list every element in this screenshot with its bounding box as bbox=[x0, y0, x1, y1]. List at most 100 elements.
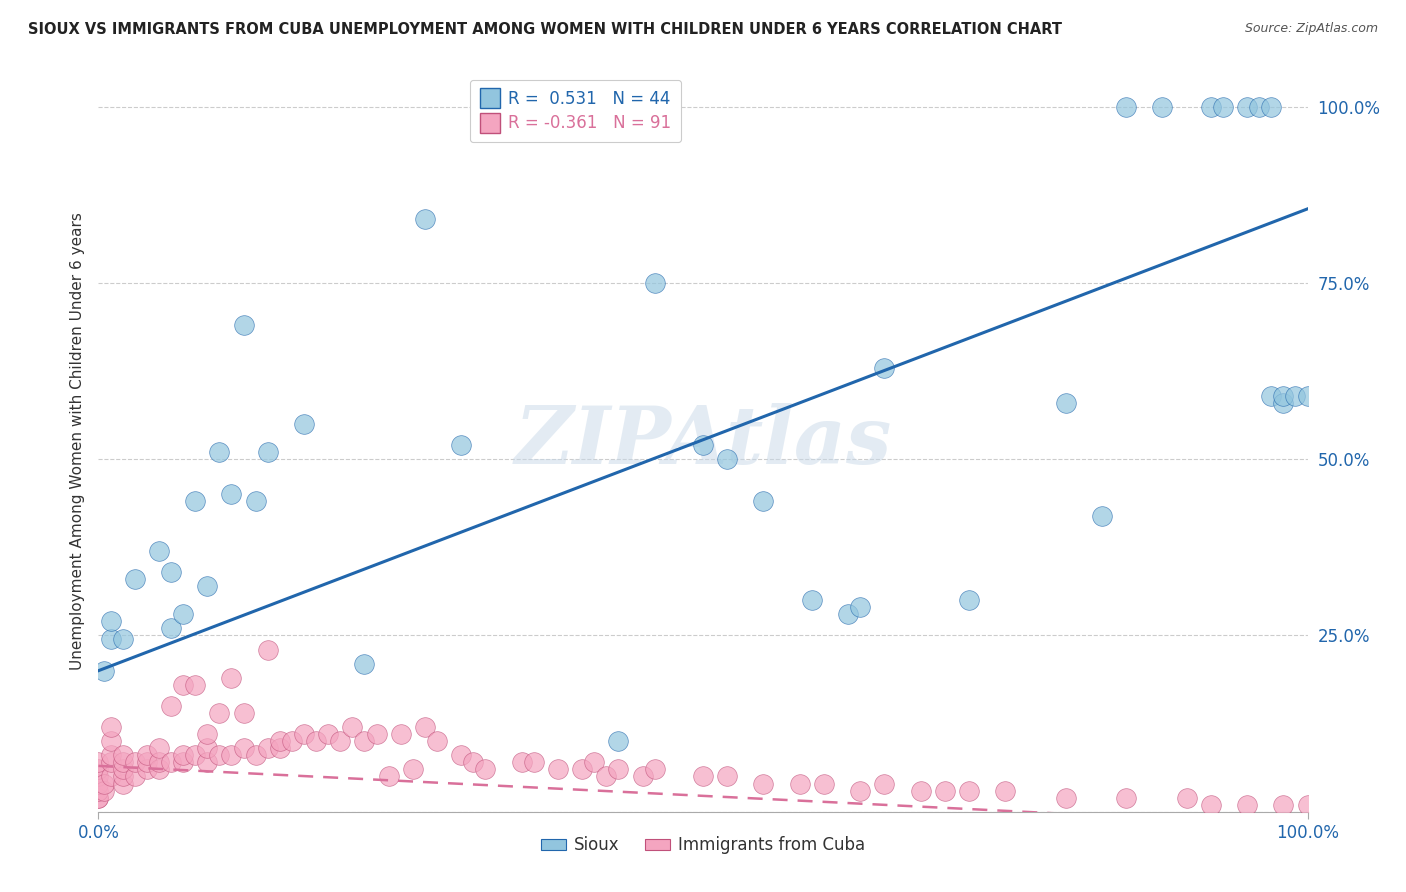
Point bbox=[957, 783, 980, 797]
Point bbox=[1236, 797, 1258, 812]
Point bbox=[195, 756, 218, 770]
Point bbox=[184, 748, 207, 763]
Point bbox=[523, 756, 546, 770]
Point bbox=[1272, 389, 1295, 403]
Point bbox=[402, 763, 425, 777]
Point bbox=[245, 494, 267, 508]
Point bbox=[124, 769, 146, 783]
Point bbox=[510, 756, 533, 770]
Point bbox=[87, 790, 110, 805]
Point bbox=[849, 600, 872, 615]
Point bbox=[353, 734, 375, 748]
Point bbox=[111, 763, 134, 777]
Point bbox=[195, 579, 218, 593]
Point bbox=[208, 748, 231, 763]
Point bbox=[256, 741, 278, 756]
Point bbox=[873, 360, 896, 375]
Point bbox=[1296, 797, 1319, 812]
Point bbox=[595, 769, 617, 783]
Point bbox=[87, 769, 110, 783]
Point bbox=[450, 748, 472, 763]
Point bbox=[160, 756, 183, 770]
Point bbox=[1054, 396, 1077, 410]
Point bbox=[1199, 100, 1222, 114]
Point bbox=[124, 572, 146, 586]
Point bbox=[111, 756, 134, 770]
Point bbox=[692, 769, 714, 783]
Point bbox=[148, 741, 170, 756]
Point bbox=[644, 763, 666, 777]
Point bbox=[100, 769, 122, 783]
Point bbox=[1175, 790, 1198, 805]
Point bbox=[800, 593, 823, 607]
Point bbox=[208, 445, 231, 459]
Point bbox=[160, 698, 183, 713]
Point bbox=[547, 763, 569, 777]
Point bbox=[256, 642, 278, 657]
Point bbox=[195, 741, 218, 756]
Point bbox=[342, 720, 364, 734]
Point bbox=[245, 748, 267, 763]
Point bbox=[1115, 790, 1137, 805]
Point bbox=[1212, 100, 1234, 114]
Legend: Sioux, Immigrants from Cuba: Sioux, Immigrants from Cuba bbox=[533, 828, 873, 863]
Point bbox=[221, 487, 243, 501]
Point bbox=[305, 734, 328, 748]
Point bbox=[135, 756, 157, 770]
Point bbox=[256, 445, 278, 459]
Point bbox=[316, 727, 339, 741]
Point bbox=[100, 615, 122, 629]
Point bbox=[232, 706, 254, 720]
Point bbox=[221, 748, 243, 763]
Point bbox=[87, 783, 110, 797]
Point bbox=[789, 776, 811, 790]
Text: SIOUX VS IMMIGRANTS FROM CUBA UNEMPLOYMENT AMONG WOMEN WITH CHILDREN UNDER 6 YEA: SIOUX VS IMMIGRANTS FROM CUBA UNEMPLOYME… bbox=[28, 22, 1062, 37]
Point bbox=[184, 494, 207, 508]
Text: ZIPAtlas: ZIPAtlas bbox=[515, 403, 891, 480]
Point bbox=[692, 438, 714, 452]
Point bbox=[583, 756, 606, 770]
Point bbox=[100, 748, 122, 763]
Point bbox=[607, 763, 630, 777]
Point bbox=[1284, 389, 1306, 403]
Point bbox=[1054, 790, 1077, 805]
Point bbox=[474, 763, 496, 777]
Point bbox=[135, 748, 157, 763]
Point bbox=[87, 790, 110, 805]
Point bbox=[148, 544, 170, 558]
Point bbox=[849, 783, 872, 797]
Point bbox=[716, 452, 738, 467]
Point bbox=[93, 783, 115, 797]
Point bbox=[269, 741, 291, 756]
Point bbox=[172, 748, 194, 763]
Point bbox=[571, 763, 593, 777]
Point bbox=[148, 756, 170, 770]
Point bbox=[292, 727, 315, 741]
Point bbox=[100, 734, 122, 748]
Point bbox=[100, 632, 122, 646]
Point bbox=[1249, 100, 1271, 114]
Point bbox=[281, 734, 304, 748]
Point bbox=[957, 593, 980, 607]
Point bbox=[172, 607, 194, 622]
Point bbox=[184, 678, 207, 692]
Point bbox=[111, 748, 134, 763]
Point bbox=[87, 776, 110, 790]
Point bbox=[1236, 100, 1258, 114]
Point bbox=[87, 763, 110, 777]
Point bbox=[93, 776, 115, 790]
Point bbox=[111, 776, 134, 790]
Y-axis label: Unemployment Among Women with Children Under 6 years: Unemployment Among Women with Children U… bbox=[69, 212, 84, 671]
Point bbox=[353, 657, 375, 671]
Point bbox=[195, 727, 218, 741]
Point bbox=[1272, 797, 1295, 812]
Point bbox=[1115, 100, 1137, 114]
Point bbox=[934, 783, 956, 797]
Point bbox=[93, 664, 115, 678]
Point bbox=[1296, 389, 1319, 403]
Point bbox=[450, 438, 472, 452]
Point bbox=[644, 276, 666, 290]
Point bbox=[873, 776, 896, 790]
Point bbox=[1260, 389, 1282, 403]
Point bbox=[837, 607, 859, 622]
